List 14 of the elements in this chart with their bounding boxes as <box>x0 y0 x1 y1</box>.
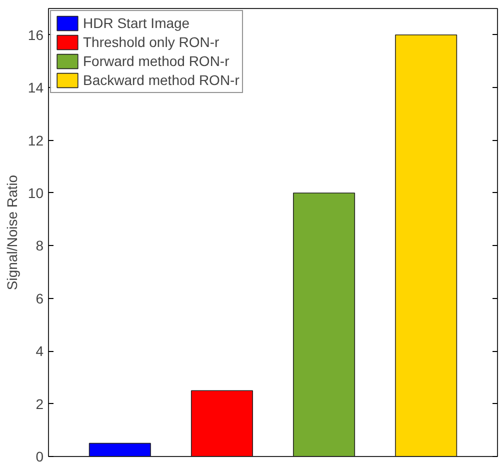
legend-label: HDR Start Image <box>83 14 190 32</box>
y-tick-label: 10 <box>28 184 44 201</box>
y-tick-label: 6 <box>36 290 44 306</box>
legend-label: Backward method RON-r <box>83 71 240 89</box>
legend-label: Forward method RON-r <box>83 52 230 70</box>
y-axis-title: Signal/Noise Ratio <box>4 174 20 290</box>
legend-label: Threshold only RON-r <box>83 33 220 51</box>
y-tick-label: 12 <box>28 132 44 148</box>
y-tick-label: 0 <box>36 448 44 464</box>
y-tick-label: 14 <box>28 80 44 96</box>
y-tick-label: 4 <box>36 343 44 360</box>
y-tick-label: 8 <box>36 238 44 254</box>
y-tick-label: 16 <box>28 26 44 43</box>
y-tick-label: 2 <box>36 396 44 412</box>
